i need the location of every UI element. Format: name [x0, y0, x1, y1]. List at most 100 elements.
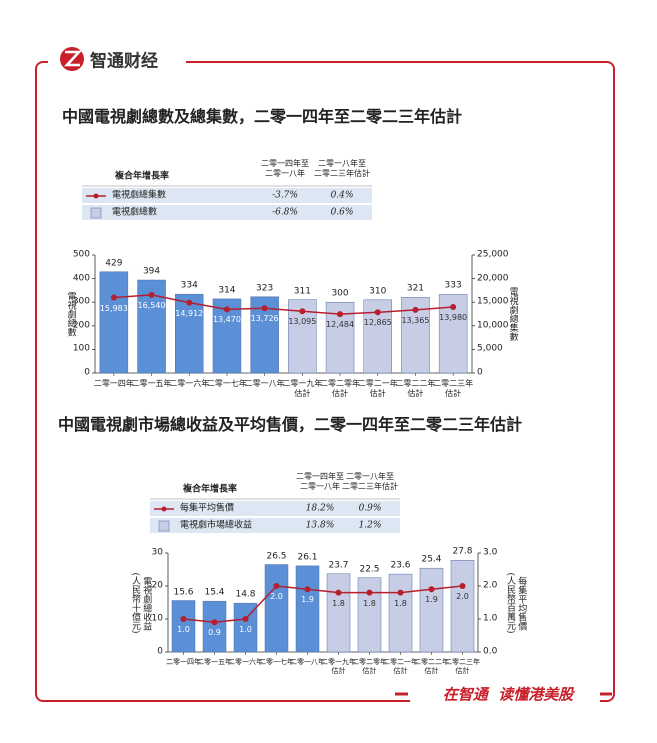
- y2-tick-label: 1.0: [483, 613, 498, 624]
- x-tick-label: 二零一七年: [259, 658, 294, 666]
- table-header: 複合年增長率: [114, 171, 170, 182]
- line-marker: [242, 616, 249, 622]
- table-header: 複合年增長率: [182, 484, 238, 495]
- bar-value-label: 323: [256, 283, 274, 294]
- bar-value-label: 394: [142, 266, 161, 277]
- y-tick-label: 300: [72, 296, 90, 307]
- table-column-header: 二零一八年至 二零二三年估計: [314, 159, 370, 178]
- y-tick-label: 30: [151, 547, 163, 558]
- y2-axis-title: 每集平均售價 (人民幣百萬元): [505, 572, 527, 634]
- x-tick-label: 二零一五年: [131, 379, 172, 388]
- x-tick-label: 二零一九年 估計: [321, 658, 356, 675]
- x-tick-label: 二零一六年: [228, 658, 263, 666]
- legend-marker: [161, 506, 167, 512]
- line-value-label: 1.8: [332, 598, 345, 608]
- line-marker: [261, 305, 268, 312]
- y2-tick-label: 0: [477, 367, 483, 378]
- line-marker: [412, 306, 419, 313]
- bar: [419, 567, 444, 653]
- y2-tick-label: 3.0: [483, 547, 498, 558]
- line-marker: [110, 294, 117, 301]
- cagr-value: 18.2%: [305, 503, 335, 514]
- bar-value-label: 15.6: [173, 586, 194, 597]
- x-tick-label: 二零一九年 估計: [282, 379, 323, 398]
- line-value-label: 12,484: [326, 320, 355, 330]
- y-tick-label: 10: [151, 613, 163, 624]
- footer-slogan: 在智通 读懂港美股: [442, 685, 574, 704]
- bar: [171, 600, 196, 653]
- y2-tick-label: 0.0: [483, 646, 498, 657]
- frame: [35, 61, 615, 702]
- cagr-value: 0.4%: [330, 190, 354, 201]
- x-tick-label: 二零二零年 估計: [320, 379, 361, 398]
- line-marker: [459, 583, 466, 589]
- x-tick-label: 二零一四年: [93, 379, 134, 388]
- bar-value-label: 333: [444, 280, 462, 291]
- brand-name: 智通财经: [90, 51, 158, 72]
- line-value-label: 13,365: [401, 315, 430, 325]
- y2-axis-title: 電視劇總集數: [507, 287, 518, 341]
- x-tick-label: 二零一五年: [197, 658, 232, 666]
- y-axis-title: 電視劇總收益 (人民幣十億元): [130, 572, 152, 634]
- legend-label: 電視劇市場總收益: [180, 520, 253, 531]
- line-value-label: 15,983: [99, 303, 128, 313]
- bar-value-label: 23.6: [390, 560, 411, 571]
- legend-swatch: [158, 520, 170, 532]
- line-value-label: 1.8: [363, 598, 376, 608]
- y-tick-label: 200: [72, 320, 90, 331]
- line-marker: [211, 619, 218, 626]
- line-marker: [299, 308, 306, 315]
- bar-value-label: 334: [180, 280, 198, 291]
- x-tick-label: 二零二二年 估計: [395, 379, 436, 398]
- y2-tick-label: 15,000: [477, 296, 509, 307]
- line-value-label: 16,540: [137, 300, 166, 310]
- x-tick-label: 二零一八年: [244, 379, 285, 388]
- y-tick-label: 20: [151, 580, 163, 591]
- bar: [175, 293, 204, 374]
- table-row: [150, 501, 400, 516]
- bar-value-label: 311: [293, 285, 311, 296]
- line-value-label: 2.0: [456, 592, 469, 601]
- line-value-label: 1.9: [425, 595, 438, 605]
- cagr-value: -6.8%: [272, 207, 298, 218]
- line-marker: [366, 589, 373, 596]
- y-tick-label: 500: [72, 249, 90, 260]
- bar-value-label: 25.4: [421, 554, 442, 565]
- x-tick-label: 二零一六年: [169, 379, 210, 388]
- legend-label: 電視劇總數: [112, 207, 158, 218]
- line-series: [113, 294, 454, 315]
- bar-value-label: 310: [369, 286, 387, 297]
- y2-tick-label: 2.0: [483, 580, 498, 591]
- legend-swatch: [90, 207, 102, 219]
- x-tick-label: 二零二一年 估計: [357, 379, 398, 398]
- cagr-value: 13.8%: [305, 520, 335, 531]
- line-value-label: 1.0: [239, 625, 252, 634]
- table-column-header: 二零一四年至 二零一八年: [296, 472, 344, 491]
- x-tick-label: 二零二三年 估計: [433, 379, 474, 398]
- line-marker: [374, 309, 381, 316]
- line-value-label: 1.8: [394, 598, 407, 608]
- table-row: [150, 518, 400, 533]
- y2-tick-label: 10,000: [477, 320, 509, 331]
- x-tick-label: 二零一七年: [206, 379, 247, 388]
- y2-tick-label: 20,000: [477, 272, 509, 283]
- line-marker: [273, 583, 280, 589]
- y-axis-title: 電視劇總數: [65, 291, 76, 337]
- brand-logo-mark: [64, 50, 82, 67]
- bar-value-label: 26.1: [297, 552, 318, 563]
- line-marker: [337, 311, 344, 318]
- bar-value-label: 429: [105, 258, 123, 269]
- bar: [295, 565, 320, 653]
- line-value-label: 14,912: [175, 308, 204, 318]
- y2-tick-label: 25,000: [477, 249, 509, 260]
- line-marker: [304, 586, 311, 593]
- table-column-header: 二零一四年至 二零一八年: [261, 159, 309, 178]
- line-value-label: 13,726: [250, 314, 279, 324]
- line-marker: [450, 304, 457, 311]
- table-row: [82, 205, 372, 220]
- bar: [326, 573, 351, 653]
- x-tick-label: 二零二二年 估計: [414, 658, 449, 675]
- chart-title: 中國電視劇市場總收益及平均售價，二零一四年至二零二三年估計: [58, 415, 523, 434]
- line-value-label: 13,095: [288, 317, 317, 327]
